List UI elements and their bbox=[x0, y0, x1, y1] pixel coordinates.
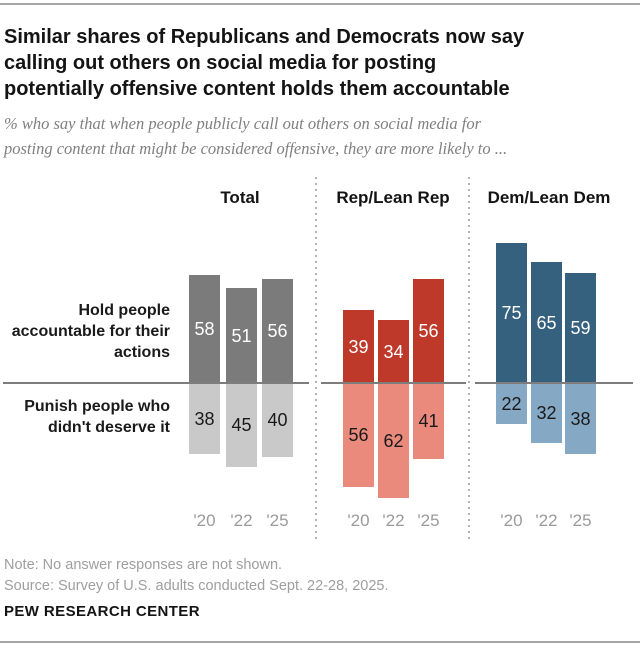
baseline bbox=[3, 382, 309, 384]
year-label: '22 bbox=[535, 511, 558, 530]
bottom-border bbox=[0, 641, 640, 643]
chart-title-line: calling out others on social media for p… bbox=[4, 52, 437, 74]
bar-value-label: 22 bbox=[501, 393, 522, 414]
bar-value-label: 58 bbox=[194, 319, 215, 339]
chart-title-line: potentially offensive content holds them… bbox=[4, 78, 510, 100]
row-label-punish-people: Punish people who didn't deserve it bbox=[24, 398, 170, 436]
bar-value-label: 45 bbox=[231, 415, 252, 435]
bar-value-label: 56 bbox=[348, 425, 369, 445]
bar-segment-below bbox=[343, 383, 374, 487]
bar-segment-below bbox=[413, 383, 444, 459]
bar-segment-below bbox=[189, 383, 220, 454]
brand-label: PEW RESEARCH CENTER bbox=[4, 603, 200, 620]
year-label: '25 bbox=[266, 511, 289, 530]
chart-title: Similar shares of Republicans and Democr… bbox=[4, 24, 632, 102]
chart-title-line: Similar shares of Republicans and Democr… bbox=[4, 26, 525, 48]
bar-value-label: 38 bbox=[194, 408, 215, 429]
year-label: '20 bbox=[347, 511, 370, 530]
year-label: '20 bbox=[500, 511, 523, 530]
bar-value-label: 65 bbox=[536, 312, 557, 333]
panel-divider bbox=[315, 177, 317, 540]
bar-value-label: 56 bbox=[267, 321, 288, 341]
bar-segment-below bbox=[262, 383, 293, 457]
panel-header-total: Total bbox=[220, 188, 260, 207]
top-border bbox=[0, 3, 640, 5]
year-label: '25 bbox=[569, 511, 592, 530]
bar-value-label: 51 bbox=[231, 325, 252, 346]
bar-value-label: 40 bbox=[267, 410, 288, 430]
bar-segment-above bbox=[531, 262, 562, 383]
bar-value-label: 34 bbox=[383, 341, 404, 362]
year-label: '25 bbox=[417, 511, 440, 530]
bar-segment-below bbox=[226, 383, 257, 467]
chart-subtitle: % who say that when people publicly call… bbox=[4, 111, 632, 161]
bar-segment-below bbox=[496, 383, 527, 424]
bar-value-label: 41 bbox=[418, 411, 439, 431]
year-label: '22 bbox=[230, 511, 253, 530]
bar-segment-above bbox=[262, 279, 293, 383]
bar-segment-above bbox=[343, 310, 374, 383]
bar-segment-below bbox=[565, 383, 596, 454]
panel-header-rep-lean-rep: Rep/Lean Rep bbox=[336, 188, 450, 207]
chart-note: Note: No answer responses are not shown. bbox=[4, 557, 283, 573]
baseline bbox=[321, 382, 466, 384]
panel-header-dem-lean-dem: Dem/Lean Dem bbox=[487, 188, 611, 207]
year-label: '22 bbox=[382, 511, 405, 530]
bar-value-label: 62 bbox=[383, 430, 404, 451]
bar-segment-above bbox=[413, 279, 444, 383]
chart-subtitle-line: posting content that might be considered… bbox=[4, 139, 508, 158]
bar-value-label: 75 bbox=[501, 303, 522, 323]
baseline bbox=[475, 382, 633, 384]
bar-value-label: 56 bbox=[418, 321, 439, 341]
bar-segment-above bbox=[226, 288, 257, 383]
bar-value-label: 39 bbox=[348, 336, 369, 357]
year-label: '20 bbox=[193, 511, 216, 530]
bar-segment-above bbox=[496, 243, 527, 383]
chart-source: Source: Survey of U.S. adults conducted … bbox=[4, 578, 389, 594]
bar-segment-below bbox=[378, 383, 409, 498]
bar-segment-above bbox=[189, 275, 220, 383]
chart-subtitle-line: % who say that when people publicly call… bbox=[4, 114, 482, 133]
bar-value-label: 32 bbox=[536, 403, 557, 423]
bar-value-label: 38 bbox=[570, 408, 591, 429]
row-label-hold-accountable: Hold people accountable for their action… bbox=[11, 302, 170, 361]
bar-segment-below bbox=[531, 383, 562, 443]
bar-value-label: 59 bbox=[570, 318, 591, 338]
bar-segment-above bbox=[565, 273, 596, 383]
panel-divider bbox=[468, 177, 470, 540]
bar-segment-above bbox=[378, 320, 409, 383]
